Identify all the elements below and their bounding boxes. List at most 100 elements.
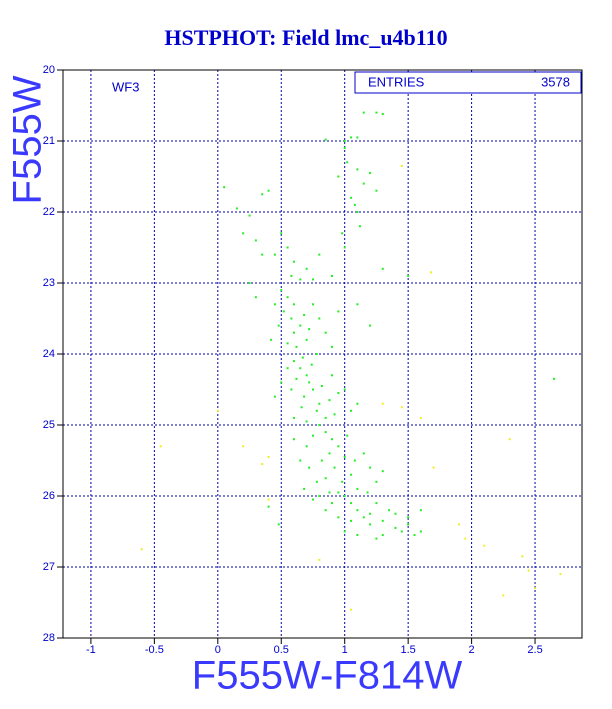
data-point xyxy=(337,516,340,519)
x-axis-title: F555W-F814W xyxy=(192,654,463,698)
stats-value: 3578 xyxy=(541,74,570,89)
data-point xyxy=(295,377,298,380)
data-point xyxy=(350,409,353,412)
data-point xyxy=(419,509,422,512)
data-point xyxy=(429,271,432,274)
data-point xyxy=(366,491,369,494)
data-point xyxy=(337,491,340,494)
data-point xyxy=(331,502,334,505)
data-point xyxy=(350,519,353,522)
data-point xyxy=(333,413,336,416)
data-point xyxy=(311,303,314,306)
data-point xyxy=(290,388,293,391)
data-point xyxy=(381,470,384,473)
data-point xyxy=(343,530,346,533)
data-point xyxy=(299,367,302,370)
data-point xyxy=(159,445,162,448)
data-point xyxy=(508,438,511,441)
data-point xyxy=(400,406,403,409)
y-tick-label: 26 xyxy=(43,490,55,502)
data-point xyxy=(242,232,245,235)
data-point xyxy=(324,138,327,141)
data-point xyxy=(346,161,349,164)
data-point xyxy=(388,509,391,512)
data-point xyxy=(318,317,321,320)
data-point xyxy=(303,313,306,316)
data-point xyxy=(375,111,378,114)
data-point xyxy=(280,381,283,384)
data-point xyxy=(407,516,410,519)
data-point xyxy=(328,399,331,402)
data-point xyxy=(254,296,257,299)
data-point xyxy=(343,140,346,142)
data-point xyxy=(381,519,384,522)
data-point xyxy=(369,512,372,515)
data-point xyxy=(331,274,334,277)
data-point xyxy=(290,274,293,277)
data-point xyxy=(261,463,264,466)
data-point xyxy=(341,232,344,235)
data-point xyxy=(350,196,353,199)
data-point xyxy=(353,203,356,206)
data-point xyxy=(394,512,397,515)
data-point xyxy=(413,534,416,537)
data-point xyxy=(394,526,397,529)
data-point xyxy=(381,534,384,537)
data-point xyxy=(248,214,251,217)
data-point xyxy=(267,455,270,458)
data-point xyxy=(331,374,334,377)
data-point xyxy=(292,438,295,441)
data-point xyxy=(381,267,384,270)
data-point xyxy=(328,452,331,455)
data-point xyxy=(343,246,346,249)
data-point xyxy=(337,445,340,448)
data-point xyxy=(292,260,295,263)
x-tick-label: -1 xyxy=(86,644,96,656)
data-point xyxy=(324,509,327,512)
data-point xyxy=(311,388,314,391)
data-point xyxy=(419,530,422,533)
data-point xyxy=(273,253,276,256)
data-point xyxy=(350,608,353,611)
data-point xyxy=(318,424,321,426)
data-point xyxy=(353,459,356,462)
data-point xyxy=(400,164,403,167)
data-point xyxy=(318,253,321,256)
data-point xyxy=(324,431,327,434)
data-point xyxy=(292,360,295,363)
data-point xyxy=(320,384,323,387)
data-point xyxy=(282,310,285,313)
data-point xyxy=(299,459,302,462)
data-point xyxy=(381,113,384,116)
data-point xyxy=(286,246,289,249)
data-point xyxy=(527,569,530,572)
data-point xyxy=(337,175,340,178)
data-point xyxy=(375,480,378,483)
data-point xyxy=(305,374,308,377)
data-point xyxy=(356,303,359,306)
data-point xyxy=(432,466,435,469)
data-point xyxy=(343,455,346,458)
x-tick-label: 2 xyxy=(469,644,475,656)
data-point xyxy=(273,303,276,306)
y-tick-label: 22 xyxy=(43,206,55,218)
data-point xyxy=(369,466,372,469)
data-point xyxy=(286,342,289,345)
y-tick-label: 21 xyxy=(43,135,55,147)
data-point xyxy=(267,189,270,192)
data-point xyxy=(362,111,365,114)
data-point xyxy=(318,495,321,497)
data-point xyxy=(295,345,298,348)
data-point xyxy=(407,523,410,526)
data-point xyxy=(483,544,486,547)
x-tick-label: 2.5 xyxy=(527,644,542,656)
data-point xyxy=(267,505,270,508)
data-point xyxy=(343,388,346,391)
data-point xyxy=(350,136,353,139)
stats-box xyxy=(354,71,582,94)
data-point xyxy=(308,328,311,331)
data-point xyxy=(292,331,295,334)
data-point xyxy=(521,555,524,558)
